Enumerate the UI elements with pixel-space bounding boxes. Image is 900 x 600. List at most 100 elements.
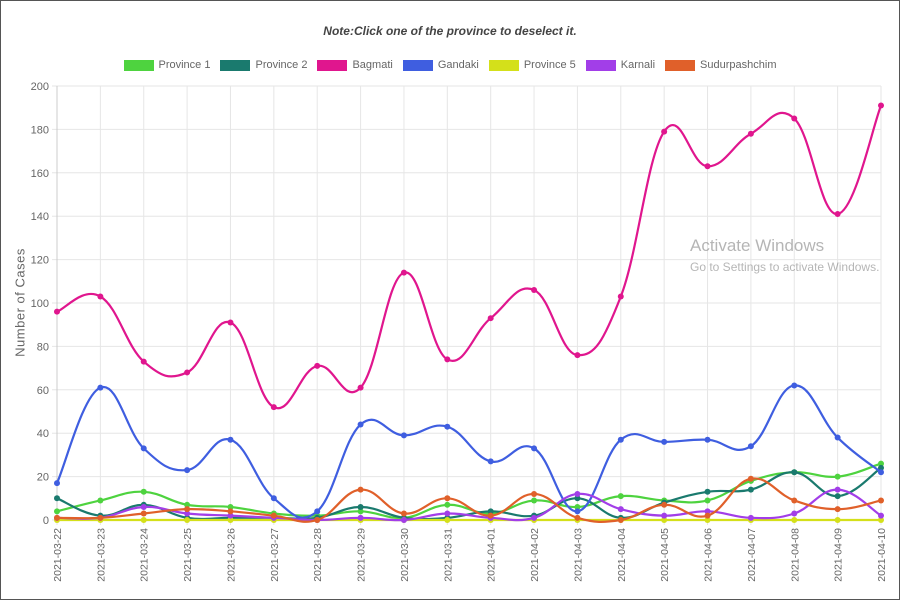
data-point bbox=[574, 490, 581, 497]
y-tick-label: 160 bbox=[31, 168, 49, 180]
series-line-gandaki bbox=[55, 384, 882, 519]
data-point bbox=[400, 510, 407, 517]
data-point bbox=[444, 501, 451, 508]
series-line-bagmati bbox=[56, 105, 883, 410]
data-point bbox=[54, 495, 60, 502]
data-point bbox=[357, 514, 364, 521]
data-point bbox=[487, 315, 494, 322]
data-point bbox=[54, 508, 60, 515]
watermark-title: Activate Windows bbox=[690, 236, 825, 255]
data-point bbox=[834, 473, 841, 480]
series-line-province-1 bbox=[56, 462, 882, 520]
data-point bbox=[574, 503, 581, 510]
data-point bbox=[704, 508, 711, 515]
legend-swatch bbox=[220, 59, 251, 71]
data-point bbox=[184, 517, 191, 523]
data-point bbox=[227, 512, 234, 519]
data-point bbox=[661, 517, 668, 523]
data-point bbox=[791, 510, 798, 517]
data-point bbox=[531, 514, 538, 521]
x-tick-label: 2021-03-22 bbox=[52, 528, 64, 582]
y-tick-label: 140 bbox=[31, 211, 49, 223]
data-point bbox=[791, 497, 798, 504]
data-point bbox=[184, 467, 191, 474]
data-point bbox=[184, 506, 191, 513]
data-point bbox=[617, 517, 624, 523]
data-point bbox=[834, 493, 841, 500]
data-point bbox=[140, 510, 147, 517]
data-point bbox=[747, 475, 754, 482]
y-tick-label: 0 bbox=[43, 515, 49, 527]
data-point bbox=[878, 464, 884, 471]
data-point bbox=[878, 517, 884, 523]
legend-swatch bbox=[317, 59, 348, 71]
data-point bbox=[704, 436, 711, 443]
x-tick-label: 2021-03-26 bbox=[225, 528, 237, 582]
legend-swatch bbox=[585, 59, 616, 71]
x-tick-label: 2021-03-24 bbox=[139, 528, 151, 582]
legend-item-province-5[interactable]: Province 5 bbox=[488, 59, 576, 71]
legend-item-province-1[interactable]: Province 1 bbox=[123, 59, 210, 71]
data-point bbox=[574, 508, 581, 515]
data-point bbox=[747, 443, 754, 450]
data-point bbox=[878, 469, 884, 476]
x-tick-label: 2021-03-29 bbox=[356, 528, 368, 582]
legend-label: Bagmati bbox=[352, 59, 393, 71]
legend-item-sudurpashchim[interactable]: Sudurpashchim bbox=[665, 59, 776, 71]
legend-item-karnali[interactable]: Karnali bbox=[585, 59, 655, 71]
legend-swatch bbox=[665, 59, 696, 71]
data-point bbox=[357, 421, 364, 428]
data-point bbox=[140, 445, 147, 452]
data-point bbox=[617, 293, 624, 300]
data-point bbox=[878, 102, 884, 109]
data-point bbox=[227, 503, 234, 510]
data-point bbox=[227, 319, 234, 326]
data-point bbox=[617, 493, 624, 500]
data-point bbox=[661, 128, 668, 135]
data-point bbox=[834, 211, 841, 218]
x-tick-label: 2021-03-23 bbox=[95, 528, 107, 582]
data-point bbox=[617, 506, 624, 513]
data-point bbox=[704, 517, 711, 523]
data-point bbox=[747, 486, 754, 493]
legend-label: Gandaki bbox=[437, 59, 479, 71]
y-tick-label: 80 bbox=[37, 341, 49, 353]
y-tick-label: 40 bbox=[37, 428, 49, 440]
x-tick-label: 2021-04-08 bbox=[789, 528, 801, 582]
data-point bbox=[227, 517, 234, 523]
data-point bbox=[314, 362, 321, 369]
legend-item-gandaki[interactable]: Gandaki bbox=[402, 59, 479, 71]
data-point bbox=[791, 517, 798, 523]
legend-label: Province 5 bbox=[523, 59, 576, 71]
series-line-karnali bbox=[56, 488, 882, 522]
data-point bbox=[661, 501, 668, 508]
data-point bbox=[704, 497, 711, 504]
data-point bbox=[444, 423, 451, 430]
data-point bbox=[878, 497, 884, 504]
data-point bbox=[444, 517, 451, 523]
legend-swatch bbox=[488, 59, 519, 71]
data-point bbox=[400, 517, 407, 523]
data-point bbox=[878, 512, 884, 519]
data-point bbox=[97, 514, 104, 521]
legend-swatch bbox=[123, 59, 154, 71]
data-point bbox=[270, 495, 277, 502]
data-point bbox=[97, 293, 104, 300]
data-point bbox=[834, 506, 841, 513]
data-point bbox=[400, 269, 407, 276]
legend-item-province-2[interactable]: Province 2 bbox=[220, 59, 307, 71]
data-point bbox=[227, 436, 234, 443]
data-point bbox=[487, 508, 494, 515]
legend-item-bagmati[interactable]: Bagmati bbox=[317, 59, 393, 71]
data-point bbox=[184, 369, 191, 376]
data-point bbox=[444, 356, 451, 363]
x-tick-label: 2021-04-09 bbox=[833, 528, 845, 582]
data-point bbox=[140, 503, 147, 510]
data-point bbox=[444, 510, 451, 517]
x-tick-label: 2021-04-01 bbox=[486, 528, 498, 582]
data-point bbox=[54, 514, 60, 521]
data-point bbox=[834, 434, 841, 441]
data-point bbox=[184, 510, 191, 517]
data-point bbox=[357, 508, 364, 515]
